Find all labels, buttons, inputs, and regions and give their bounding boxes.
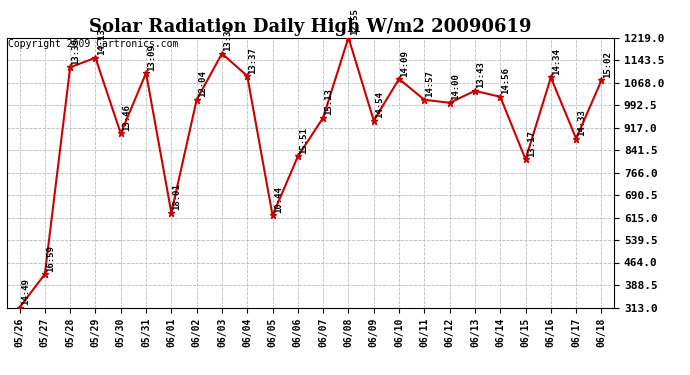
Text: 18:01: 18:01 [172,183,181,210]
Text: 10:44: 10:44 [274,186,283,213]
Text: 13:37: 13:37 [248,46,257,74]
Text: 12:55: 12:55 [350,8,359,35]
Text: 15:51: 15:51 [299,127,308,154]
Title: Solar Radiation Daily High W/m2 20090619: Solar Radiation Daily High W/m2 20090619 [89,18,532,36]
Text: 13:17: 13:17 [527,130,536,157]
Text: 16:59: 16:59 [46,245,55,272]
Text: 15:02: 15:02 [603,51,612,78]
Text: 13:37: 13:37 [224,24,233,51]
Text: 13:09: 13:09 [148,44,157,70]
Text: 15:13: 15:13 [324,88,333,115]
Text: 14:09: 14:09 [400,50,409,76]
Text: 12:04: 12:04 [198,70,207,98]
Text: 13:43: 13:43 [476,62,485,88]
Text: 13:39: 13:39 [72,38,81,65]
Text: 14:54: 14:54 [375,92,384,118]
Text: 13:46: 13:46 [122,104,131,131]
Text: 14:57: 14:57 [426,70,435,98]
Text: Copyright 2009 Cartronics.com: Copyright 2009 Cartronics.com [8,39,178,49]
Text: 14:34: 14:34 [552,48,561,75]
Text: 14:13: 14:13 [97,28,106,56]
Text: 14:49: 14:49 [21,278,30,305]
Text: 14:00: 14:00 [451,74,460,100]
Text: 14:33: 14:33 [578,109,586,136]
Text: 14:56: 14:56 [502,68,511,94]
